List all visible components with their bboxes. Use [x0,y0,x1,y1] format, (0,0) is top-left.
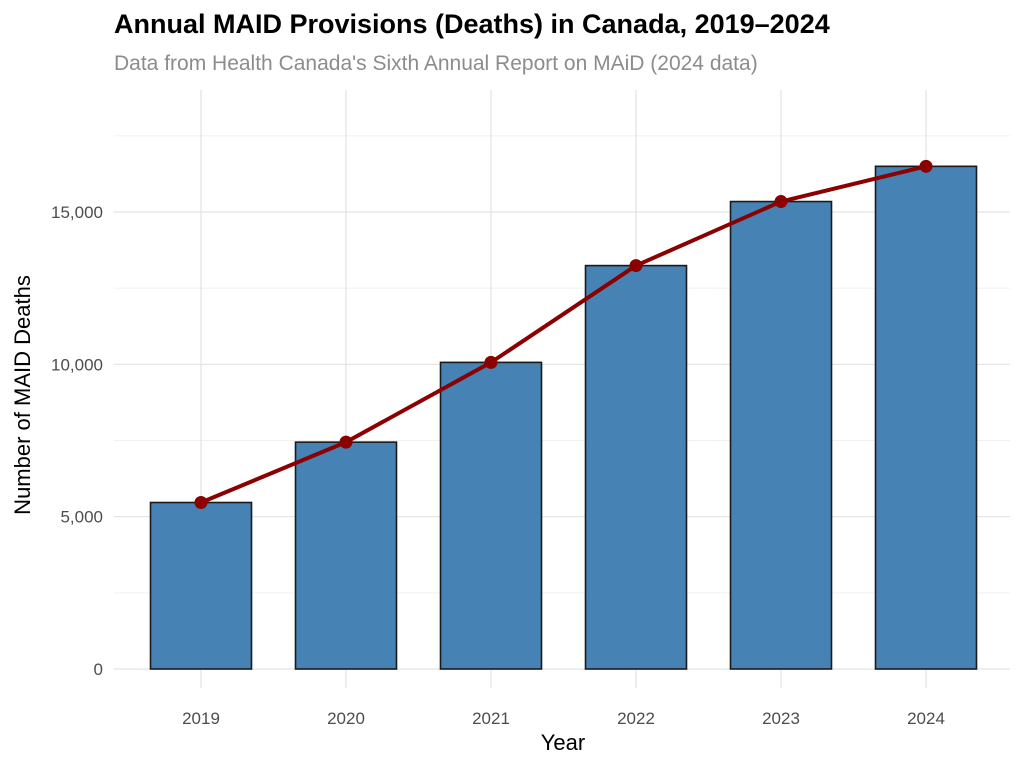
bar-2024 [874,165,978,670]
y-axis-label: Number of MAID Deaths [10,275,35,515]
y-tick-label: 5,000 [60,508,103,527]
minor-gridlines [114,135,1010,594]
chart-title: Annual MAID Provisions (Deaths) in Canad… [114,9,830,39]
x-tick-label: 2022 [617,709,655,728]
bar-2021 [439,361,543,670]
bar-2022 [584,264,688,670]
bar-2023 [729,200,833,670]
x-tick-label: 2024 [907,709,945,728]
x-tick-label: 2019 [182,709,220,728]
bar-2020 [294,441,398,670]
x-tick-label: 2020 [327,709,365,728]
trend-point-2021 [484,355,498,369]
trend-point-2022 [629,259,643,273]
x-axis-ticks: 2019 2020 2021 2022 2023 2024 [182,709,945,728]
trend-point-2023 [774,195,788,209]
trend-point-2019 [194,495,208,509]
x-axis-label: Year [541,730,585,755]
y-axis-ticks: 0 5,000 10,000 15,000 [51,203,103,679]
x-tick-label: 2023 [762,709,800,728]
trend-line-series [194,159,933,509]
trend-point-2020 [339,435,353,449]
chart-subtitle: Data from Health Canada's Sixth Annual R… [114,52,758,75]
bar-series [149,165,978,670]
x-tick-label: 2021 [472,709,510,728]
y-tick-label: 15,000 [51,203,103,222]
y-tick-label: 0 [94,660,103,679]
bar-2019 [149,501,253,670]
trend-line [199,164,928,505]
y-tick-label: 10,000 [51,355,103,374]
trend-point-2024 [919,159,933,173]
